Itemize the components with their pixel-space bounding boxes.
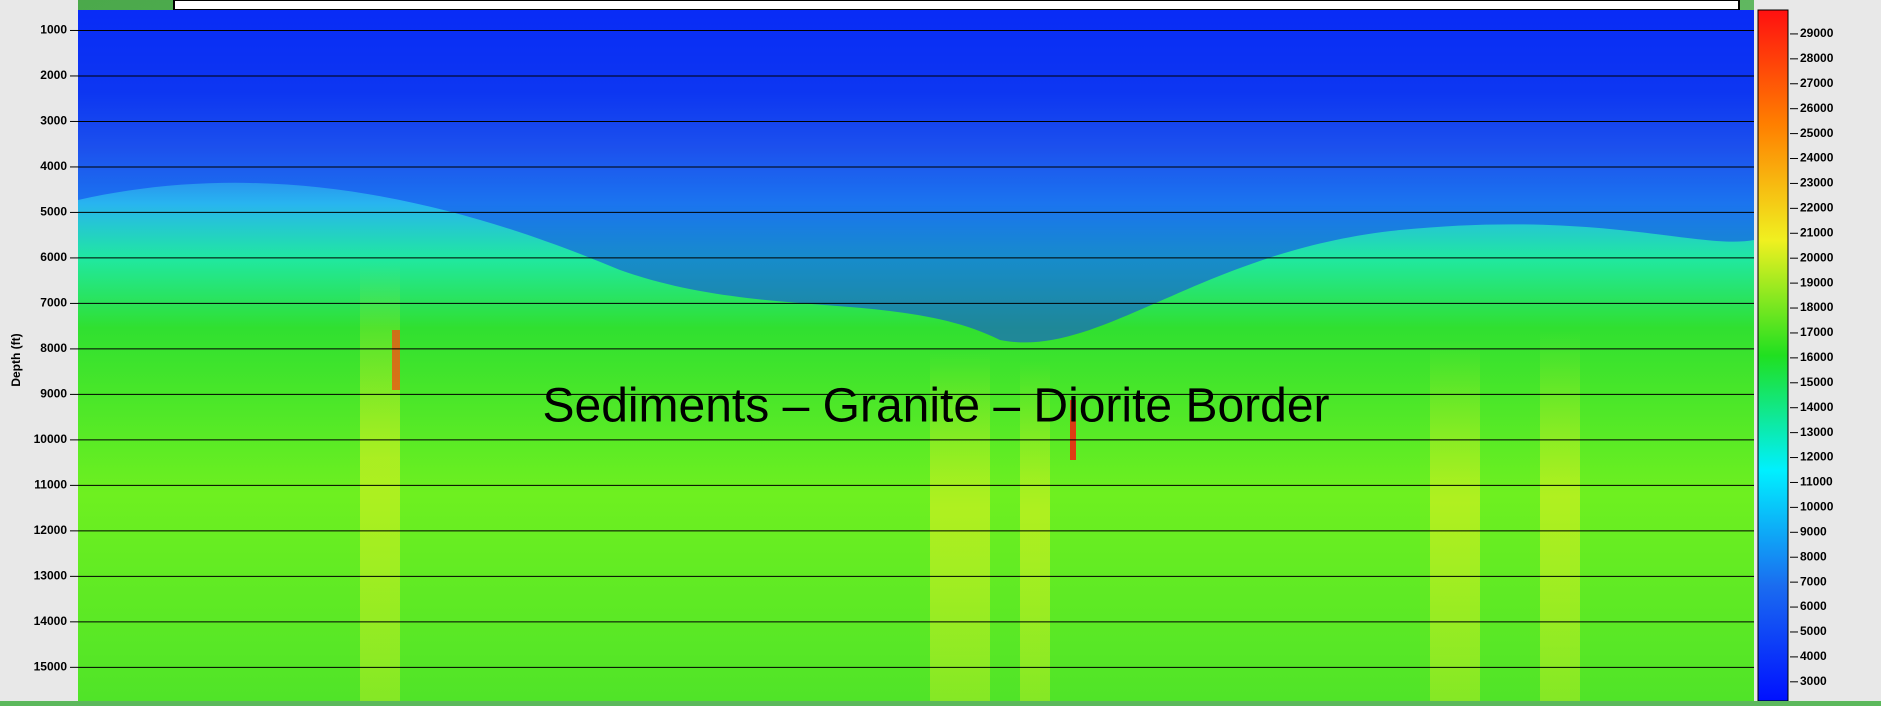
y-tick-label: 6000 (40, 250, 67, 264)
y-tick-label: 8000 (40, 341, 67, 355)
title-box (174, 0, 1739, 10)
colorbar (1758, 10, 1788, 701)
colorbar-tick-label: 29000 (1800, 26, 1834, 40)
colorbar-tick-label: 21000 (1800, 225, 1834, 239)
y-tick-label: 10000 (34, 432, 68, 446)
colorbar-tick-label: 4000 (1800, 649, 1827, 663)
colorbar-tick-label: 19000 (1800, 275, 1834, 289)
colorbar-tick-label: 15000 (1800, 375, 1834, 389)
page: Depth (ft) Sediments – Granite – Diorite… (0, 0, 1881, 701)
colorbar-tick-label: 17000 (1800, 325, 1834, 339)
y-tick-label: 1000 (40, 23, 67, 37)
y-tick-label: 12000 (34, 523, 68, 537)
colorbar-tick-label: 13000 (1800, 425, 1834, 439)
y-tick-label: 14000 (34, 614, 68, 628)
y-tick-label: 5000 (40, 205, 67, 219)
colorbar-tick-label: 9000 (1800, 524, 1827, 538)
colorbar-tick-label: 22000 (1800, 201, 1834, 215)
streak (360, 260, 400, 701)
colorbar-tick-label: 25000 (1800, 126, 1834, 140)
colorbar-tick-label: 6000 (1800, 599, 1827, 613)
colorbar-tick-label: 24000 (1800, 151, 1834, 165)
streak (1540, 330, 1580, 701)
chart: Depth (ft) Sediments – Granite – Diorite… (0, 0, 1881, 701)
colorbar-tick-label: 18000 (1800, 300, 1834, 314)
y-axis-label: Depth (ft) (9, 333, 23, 386)
y-tick-label: 4000 (40, 159, 67, 173)
colorbar-tick-label: 7000 (1800, 574, 1827, 588)
colorbar-tick-label: 16000 (1800, 350, 1834, 364)
colorbar-tick-label: 8000 (1800, 549, 1827, 563)
annotation: Sediments – Granite – Diorite Border (542, 380, 1329, 433)
y-tick-label: 15000 (34, 660, 68, 674)
colorbar-tick-label: 28000 (1800, 51, 1834, 65)
y-tick-label: 13000 (34, 569, 68, 583)
y-tick-label: 7000 (40, 296, 67, 310)
colorbar-tick-label: 26000 (1800, 101, 1834, 115)
colorbar-tick-label: 23000 (1800, 176, 1834, 190)
colorbar-tick-label: 20000 (1800, 250, 1834, 264)
y-tick-label: 3000 (40, 114, 67, 128)
hot-spot (392, 330, 400, 390)
y-tick-label: 11000 (34, 478, 67, 492)
colorbar-tick-label: 12000 (1800, 450, 1834, 464)
colorbar-tick-label: 3000 (1800, 674, 1827, 688)
colorbar-tick-label: 11000 (1800, 475, 1833, 489)
colorbar-tick-label: 5000 (1800, 624, 1827, 638)
y-tick-label: 2000 (40, 68, 67, 82)
colorbar-tick-label: 27000 (1800, 76, 1834, 90)
y-tick-label: 9000 (40, 387, 67, 401)
plot-area (78, 10, 1754, 701)
colorbar-tick-label: 14000 (1800, 400, 1834, 414)
colorbar-tick-label: 10000 (1800, 500, 1834, 514)
